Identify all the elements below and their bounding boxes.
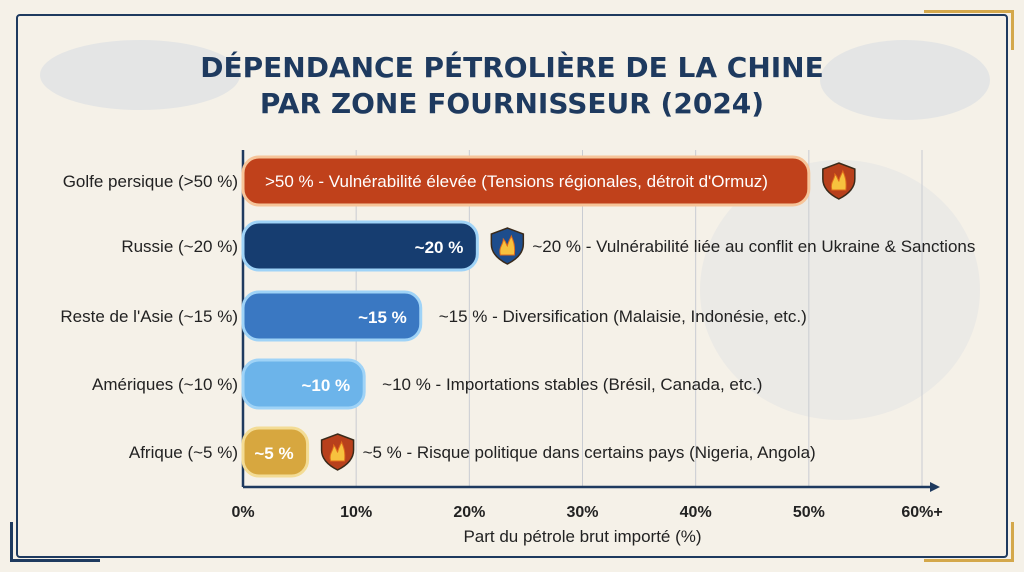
corner-decoration bbox=[924, 10, 1014, 50]
title-line: DÉPENDANCE PÉTROLIÈRE DE LA CHINE bbox=[200, 51, 824, 84]
x-tick-label: 0% bbox=[231, 504, 254, 521]
bar bbox=[241, 290, 423, 342]
bar-annotation: ~20 % - Vulnérabilité liée au conflit en… bbox=[532, 237, 975, 256]
x-tick-label: 10% bbox=[340, 504, 372, 521]
world-map-background bbox=[40, 40, 240, 110]
category-label: Amériques (~10 %) bbox=[92, 375, 238, 394]
x-tick-label: 30% bbox=[566, 504, 598, 521]
category-label: Russie (~20 %) bbox=[121, 237, 238, 256]
bar-label: >50 % - Vulnérabilité élevée (Tensions r… bbox=[265, 172, 768, 191]
bar bbox=[241, 358, 366, 410]
x-tick-label: 50% bbox=[793, 504, 825, 521]
corner-decoration bbox=[924, 522, 1014, 562]
bar-annotation: ~5 % - Risque politique dans certains pa… bbox=[363, 443, 816, 462]
bar-label: ~20 % bbox=[415, 238, 464, 257]
x-axis-title: Part du pétrole brut importé (%) bbox=[463, 527, 701, 546]
x-tick-label: 60%+ bbox=[901, 504, 942, 521]
title-line: PAR ZONE FOURNISSEUR (2024) bbox=[259, 87, 765, 120]
frame-border bbox=[16, 14, 1008, 558]
bar bbox=[241, 426, 310, 478]
shield-fire-icon bbox=[822, 162, 856, 200]
bar-label: ~5 % bbox=[254, 444, 293, 463]
chart-title: DÉPENDANCE PÉTROLIÈRE DE LA CHINE PAR ZO… bbox=[0, 50, 1024, 122]
bar-label: ~10 % bbox=[301, 376, 350, 395]
world-map-background bbox=[820, 40, 990, 120]
bar bbox=[241, 155, 811, 207]
x-tick-label: 20% bbox=[453, 504, 485, 521]
category-label: Afrique (~5 %) bbox=[129, 443, 238, 462]
bar bbox=[241, 220, 479, 272]
shield-fire-icon bbox=[320, 433, 355, 471]
bar-label: ~15 % bbox=[358, 308, 407, 327]
corner-decoration bbox=[10, 522, 100, 562]
x-tick-label: 40% bbox=[680, 504, 712, 521]
bar-annotation: ~15 % - Diversification (Malaisie, Indon… bbox=[439, 307, 807, 326]
shield-fire-icon bbox=[490, 227, 525, 265]
category-label: Reste de l'Asie (~15 %) bbox=[60, 307, 238, 326]
x-axis-arrow-icon bbox=[930, 482, 940, 492]
category-label: Golfe persique (>50 %) bbox=[63, 172, 238, 191]
bar-annotation: ~10 % - Importations stables (Brésil, Ca… bbox=[382, 375, 762, 394]
